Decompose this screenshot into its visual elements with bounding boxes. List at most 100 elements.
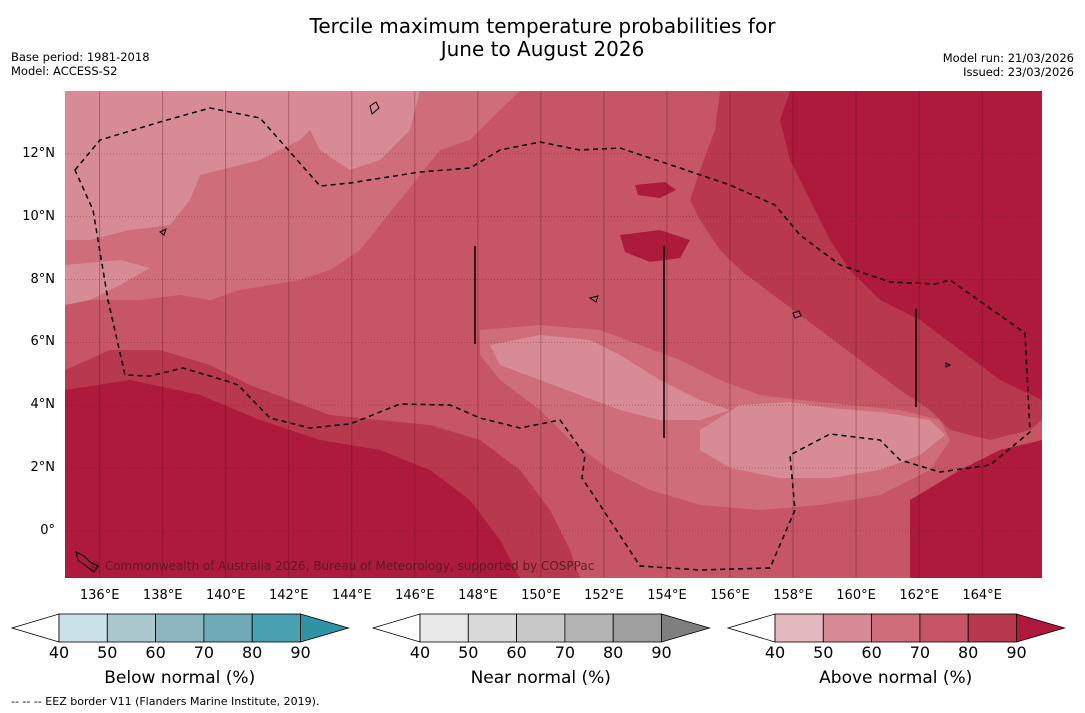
band-above-50-w [65, 260, 150, 305]
colorbar-tick: 90 [651, 643, 672, 662]
map-shading [65, 91, 1042, 578]
island-3 [159, 228, 167, 236]
chart-title: Tercile maximum temperature probabilitie… [0, 15, 1085, 61]
island-5 [588, 295, 599, 303]
coastlines [75, 101, 952, 573]
colorbar-low-extend [372, 613, 421, 643]
colorbar-tick: 50 [97, 643, 118, 662]
colorbar-segment [871, 613, 921, 643]
band-above-50-nw [65, 91, 330, 240]
island-6 [945, 362, 952, 368]
eez-border [74, 107, 1031, 571]
colorbar-segment [774, 613, 824, 643]
latitude-label: 10°N [22, 208, 55, 224]
colorbar-tick: 70 [909, 643, 931, 662]
colorbar-low-extend [727, 613, 776, 643]
longitude-label: 146°E [395, 588, 435, 603]
colorbar-2 [727, 613, 1066, 643]
longitude-label: 140°E [205, 588, 246, 603]
longitude-label: 142°E [268, 588, 309, 603]
colorbar-high-extend [300, 613, 350, 643]
model-name: Model: ACCESS-S2 [11, 63, 118, 78]
colorbar-tick: 50 [813, 643, 834, 662]
band-above-50-central [490, 335, 730, 420]
line-features [474, 246, 917, 438]
island-4 [75, 551, 99, 573]
model-run-date: Model run: 21/03/2026 [942, 51, 1074, 65]
colorbar-segment [919, 613, 969, 643]
copyright-notice: © Commonwealth of Australia 2026, Bureau… [89, 559, 595, 573]
longitude-label: 160°E [836, 588, 876, 603]
longitude-label: 138°E [142, 588, 183, 603]
title-line-2: June to August 2026 [440, 37, 645, 61]
colorbar-segment [967, 613, 1017, 643]
longitude-label: 150°E [521, 588, 561, 603]
colorbar-tick: 60 [861, 643, 882, 662]
longitude-label: 136°E [79, 588, 120, 603]
title-line-1: Tercile maximum temperature probabilitie… [309, 14, 776, 38]
colorbar-tick: 80 [958, 643, 979, 662]
latitude-label: 6°N [30, 334, 56, 350]
meta-left: Base period: 1981-2018 Model: ACCESS-S2 [11, 50, 150, 78]
band-above-50-n [300, 91, 420, 170]
colorbar-segment [467, 613, 518, 643]
colorbar-segment [251, 613, 301, 643]
colorbar-segment [516, 613, 566, 643]
colorbar-0 [11, 613, 350, 643]
colorbar-tick: 60 [506, 643, 527, 662]
latitude-label: 2°N [30, 460, 56, 476]
gridlines [65, 91, 1042, 578]
colorbar-segment [203, 613, 253, 643]
longitude-label: 162°E [899, 588, 939, 603]
colorbar-high-extend [661, 613, 711, 643]
meta-right: Model run: 21/03/2026 Issued: 23/03/2026 [942, 51, 1074, 79]
colorbar-segment [822, 613, 873, 643]
eez-footnote: -- -- -- EEZ border V11 (Flanders Marine… [11, 695, 320, 708]
colorbar-segment [564, 613, 614, 643]
hotspot-2 [635, 182, 676, 198]
colorbar-title: Above normal (%) [819, 668, 973, 688]
colorbar-tick: 80 [603, 643, 624, 662]
colorbar-high-extend [1016, 613, 1066, 643]
longitude-label: 148°E [458, 588, 498, 603]
band-above-90-sw [65, 380, 520, 578]
colorbar-title: Near normal (%) [470, 668, 611, 688]
colorbar-tick: 60 [145, 643, 166, 662]
longitude-label: 154°E [647, 588, 687, 603]
colorbar-segment [155, 613, 205, 643]
longitude-label: 164°E [962, 588, 1002, 603]
colorbar-tick: 90 [1006, 643, 1027, 662]
colorbar-segment [419, 613, 469, 643]
colorbar-1 [372, 613, 711, 643]
colorbar-tick: 70 [554, 643, 576, 662]
issued-date: Issued: 23/03/2026 [963, 64, 1074, 79]
hotspot-1 [620, 230, 690, 262]
latitude-label: 12°N [22, 145, 55, 161]
base-period: Base period: 1981-2018 [11, 50, 150, 64]
colorbar-tick: 40 [764, 643, 786, 662]
latitude-label: 4°N [30, 397, 56, 413]
island-2 [792, 310, 802, 319]
island-1 [369, 101, 380, 115]
band-above-70-n [515, 91, 720, 250]
colorbar-segment [58, 613, 108, 643]
band-above-90-east [780, 91, 1042, 400]
band-above-90-se [910, 440, 1042, 578]
longitude-label: 158°E [773, 588, 813, 603]
band-above-50-se [700, 402, 945, 478]
colorbar-tick: 70 [193, 643, 215, 662]
colorbar-tick: 90 [290, 643, 311, 662]
colorbar-tick: 40 [409, 643, 431, 662]
longitude-label: 152°E [584, 588, 624, 603]
latitude-label: 8°N [30, 271, 56, 287]
colorbar-low-extend [11, 613, 60, 643]
longitude-label: 144°E [332, 588, 372, 603]
latitude-label: 0° [40, 522, 55, 538]
colorbar-tick: 40 [48, 643, 70, 662]
colorbar-segment [106, 613, 157, 643]
colorbar-segment [612, 613, 662, 643]
longitude-label: 156°E [710, 588, 750, 603]
colorbar-tick: 80 [242, 643, 263, 662]
colorbar-title: Below normal (%) [104, 668, 256, 688]
